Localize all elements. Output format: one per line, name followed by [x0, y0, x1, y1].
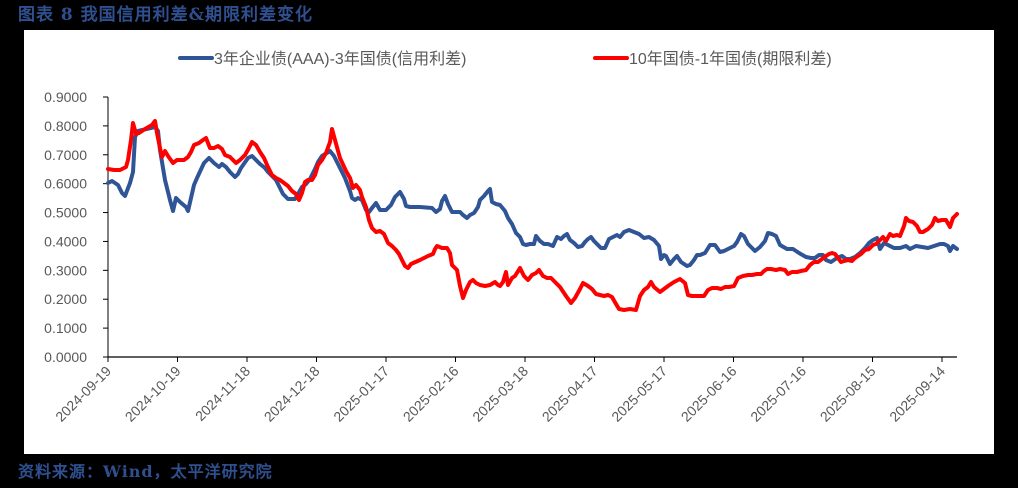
legend-label-term-spread: 10年国债-1年国债(期限利差) [629, 50, 832, 68]
y-tick-label: 0.6000 [44, 176, 87, 192]
y-tick-label: 0.8000 [44, 118, 87, 134]
x-tick-label: 2025-04-17 [539, 363, 601, 425]
x-tick-label: 2024-11-18 [192, 363, 253, 424]
x-tick-label: 2024-12-18 [261, 363, 323, 425]
x-tick-label: 2024-09-19 [52, 363, 114, 425]
source-note: 资料来源：Wind，太平洋研究院 [18, 462, 273, 481]
x-tick-label: 2025-07-16 [747, 363, 809, 425]
y-tick-label: 0.1000 [44, 320, 87, 336]
x-tick-label: 2025-09-14 [886, 363, 948, 425]
legend-label-credit-spread: 3年企业债(AAA)-3年国债(信用利差) [214, 50, 466, 68]
y-tick-label: 0.7000 [44, 147, 87, 163]
x-axis: 2024-09-19 2024-10-19 2024-11-18 2024-12-18… [52, 356, 957, 425]
y-tick-label: 0.5000 [44, 205, 87, 221]
series-line-term-spread [106, 119, 959, 312]
y-tick-label: 0.2000 [44, 291, 87, 307]
x-tick-label: 2025-06-16 [678, 363, 740, 425]
y-tick-label: 0.4000 [44, 233, 87, 249]
legend-item-term-spread[interactable]: 10年国债-1年国债(期限利差) [593, 50, 832, 68]
x-tick-label: 2025-01-17 [330, 363, 392, 425]
x-tick-label: 2024-10-19 [122, 363, 184, 425]
y-tick-label: 0.0000 [44, 349, 87, 365]
x-tick-label: 2025-08-15 [817, 363, 879, 425]
x-tick-label: 2025-05-17 [608, 363, 670, 425]
series-line-credit-spread [106, 125, 959, 268]
y-tick-label: 0.3000 [44, 262, 87, 278]
figure-title: 图表 8 我国信用利差&期限利差变化 [18, 5, 314, 25]
legend-item-credit-spread[interactable]: 3年企业债(AAA)-3年国债(信用利差) [178, 50, 466, 68]
y-tick-label: 0.9000 [44, 89, 87, 105]
y-axis: 0.0000 0.1000 0.2000 0.3000 0.4000 0.5000 0.60… [44, 89, 109, 365]
legend: 3年企业债(AAA)-3年国债(信用利差) 10年国债-1年国债(期限利差) [178, 50, 832, 68]
chart-panel: 3年企业债(AAA)-3年国债(信用利差) 10年国债-1年国债(期限利差) 0… [24, 30, 994, 454]
x-tick-label: 2025-03-18 [469, 363, 531, 425]
x-tick-label: 2025-02-16 [400, 363, 462, 425]
line-chart: 3年企业债(AAA)-3年国债(信用利差) 10年国债-1年国债(期限利差) 0… [44, 50, 959, 425]
